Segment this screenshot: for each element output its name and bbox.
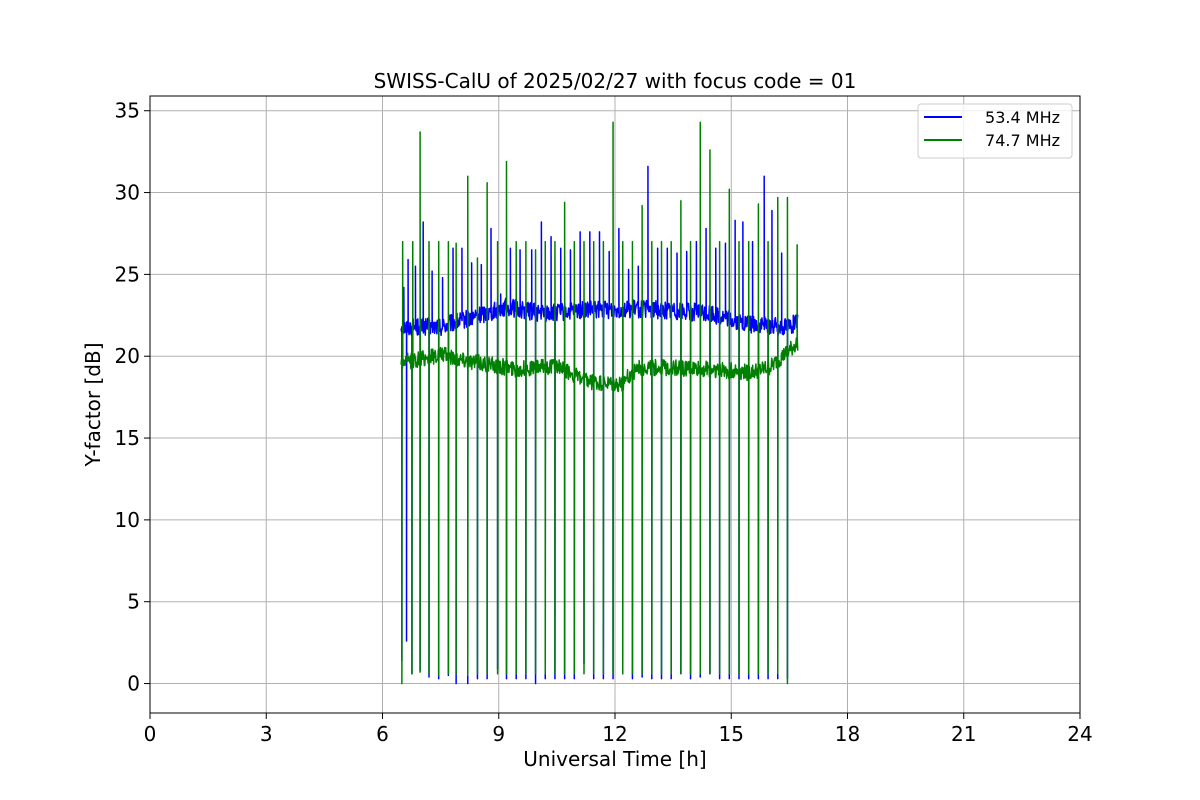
x-tick-label: 18 [835,722,860,746]
legend-label-74-7-mhz: 74.7 MHz [985,131,1060,150]
y-tick-label: 5 [127,590,140,614]
y-tick-label: 25 [115,262,140,286]
x-tick-label: 12 [602,722,627,746]
y-tick-label: 0 [127,672,140,696]
y-tick-label: 20 [115,344,140,368]
y-tick-label: 35 [115,99,140,123]
y-axis-label: Y-factor [dB] [81,342,105,467]
x-tick-label: 9 [492,722,505,746]
series-line-53-4-mhz [400,165,799,685]
x-tick-label: 24 [1067,722,1092,746]
x-tick-label: 0 [144,722,157,746]
y-tick-label: 10 [115,508,140,532]
legend: 53.4 MHz 74.7 MHz [917,103,1073,159]
x-axis-label: Universal Time [h] [523,747,706,771]
y-tick-label: 15 [115,426,140,450]
x-tick-label: 3 [260,722,273,746]
x-tick-label: 15 [719,722,744,746]
y-tick-label: 30 [115,181,140,205]
chart-title: SWISS-CalU of 2025/02/27 with focus code… [374,69,857,93]
series-layer [400,121,799,685]
legend-label-53-4-mhz: 53.4 MHz [985,108,1060,127]
tick-layer: 0 3 6 9 12 15 18 21 24 0 5 10 15 20 25 30 35 [115,99,1093,746]
series-line-74-7-mhz [400,121,799,685]
x-tick-label: 21 [951,722,976,746]
x-tick-label: 6 [376,722,389,746]
